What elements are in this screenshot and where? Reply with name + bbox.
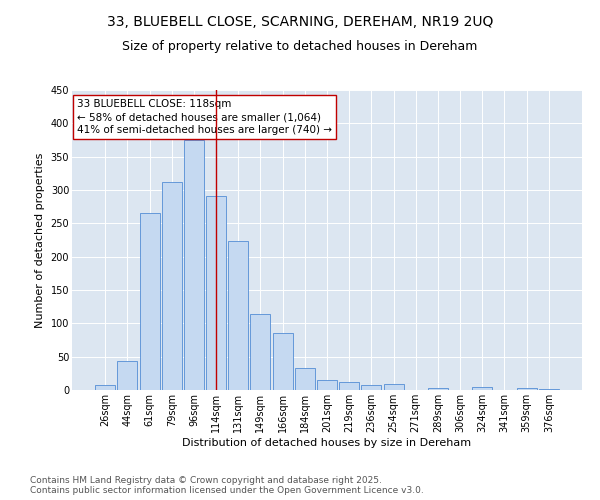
Bar [184, 140, 204, 390]
Bar [272, 334, 293, 390]
Text: Size of property relative to detached houses in Dereham: Size of property relative to detached ho… [122, 40, 478, 53]
Text: Contains HM Land Registry data © Crown copyright and database right 2025.
Contai: Contains HM Land Registry data © Crown c… [30, 476, 424, 495]
Bar [162, 182, 182, 390]
Text: 33, BLUEBELL CLOSE, SCARNING, DEREHAM, NR19 2UQ: 33, BLUEBELL CLOSE, SCARNING, DEREHAM, N… [107, 15, 493, 29]
Bar [383, 384, 404, 390]
Y-axis label: Number of detached properties: Number of detached properties [35, 152, 45, 328]
Bar [118, 362, 137, 390]
X-axis label: Distribution of detached houses by size in Dereham: Distribution of detached houses by size … [182, 438, 472, 448]
Bar [295, 368, 315, 390]
Bar [361, 384, 382, 390]
Bar [517, 388, 536, 390]
Bar [317, 380, 337, 390]
Bar [472, 386, 492, 390]
Bar [206, 196, 226, 390]
Bar [95, 386, 115, 390]
Bar [339, 382, 359, 390]
Bar [228, 240, 248, 390]
Bar [250, 314, 271, 390]
Text: 33 BLUEBELL CLOSE: 118sqm
← 58% of detached houses are smaller (1,064)
41% of se: 33 BLUEBELL CLOSE: 118sqm ← 58% of detac… [77, 99, 332, 136]
Bar [428, 388, 448, 390]
Bar [140, 214, 160, 390]
